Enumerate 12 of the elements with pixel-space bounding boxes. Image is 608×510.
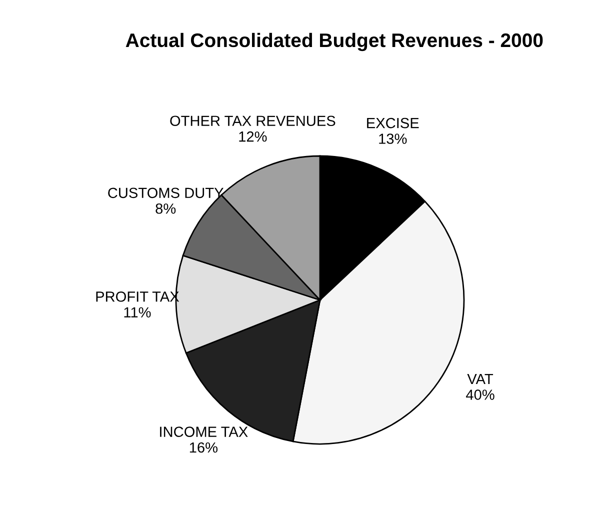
data-label: 8%	[156, 203, 176, 214]
data-label: 16%	[190, 442, 218, 453]
data-label: 11%	[124, 307, 151, 318]
data-label: 40%	[466, 390, 494, 400]
chart-title: Actual Consolidated Budget Revenues - 2000	[126, 32, 543, 52]
slice-label: OTHER TAX REVENUES	[170, 116, 336, 126]
slice-label: CUSTOMS DUTY	[108, 188, 224, 198]
slice-label: EXCISE	[367, 118, 419, 128]
data-label: 12%	[239, 131, 267, 142]
slice-label: VAT	[467, 374, 494, 384]
data-label: 13%	[379, 134, 407, 144]
slice-label: INCOME TAX	[160, 426, 248, 437]
